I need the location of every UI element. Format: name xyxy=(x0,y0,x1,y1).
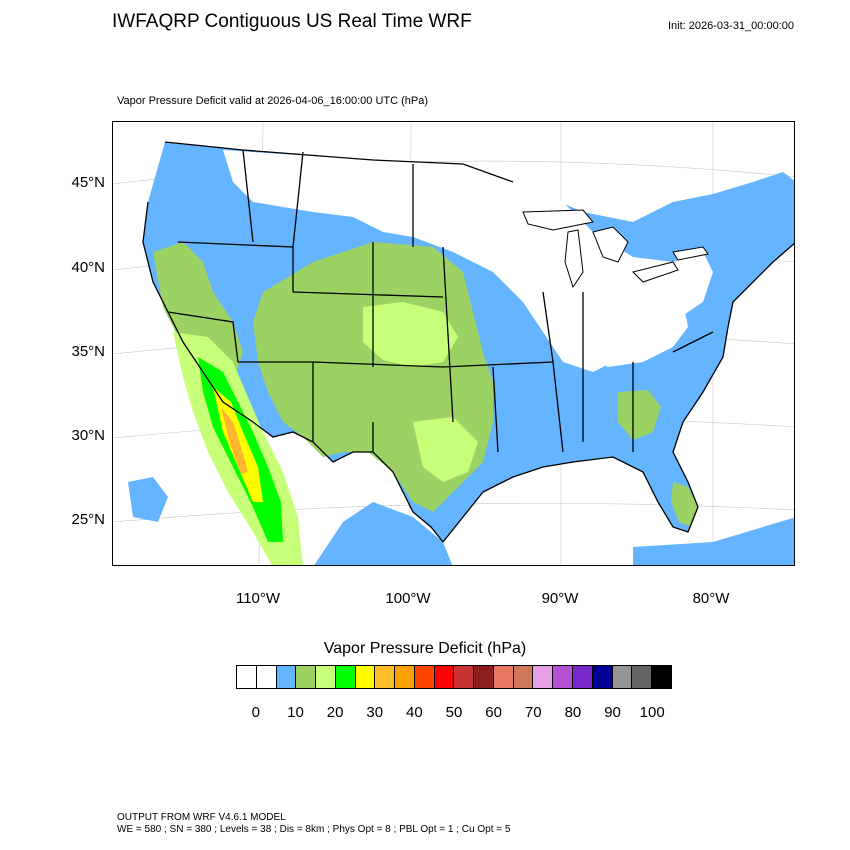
colorbar-tick-label: 50 xyxy=(445,704,463,721)
colorbar-box xyxy=(256,666,277,688)
colorbar-box xyxy=(434,666,455,688)
colorbar-box xyxy=(513,666,534,688)
footer-config-line: WE = 580 ; SN = 380 ; Levels = 38 ; Dis … xyxy=(117,824,511,835)
region-olive-florida xyxy=(671,482,698,527)
colorbar xyxy=(236,665,672,689)
colorbar-box xyxy=(395,666,415,688)
colorbar-box xyxy=(454,666,475,688)
region-orange-desert xyxy=(221,407,248,474)
lat-label-30: 30°N xyxy=(71,427,105,444)
map-panel xyxy=(112,121,795,566)
colorbar-tick-label: 20 xyxy=(326,704,344,721)
colorbar-tick-label: 60 xyxy=(485,704,502,721)
colorbar-box xyxy=(612,666,633,688)
colorbar-title: Vapor Pressure Deficit (hPa) xyxy=(323,640,527,657)
lat-label-40: 40°N xyxy=(71,259,105,276)
region-olive-southeast xyxy=(618,390,661,440)
colorbar-box xyxy=(652,666,671,688)
great-lakes xyxy=(522,209,709,289)
colorbar-box xyxy=(493,666,514,688)
colorbar-box xyxy=(276,666,297,688)
region-lightgreen-kansas xyxy=(363,302,458,367)
colorbar-tick-label: 10 xyxy=(287,704,304,721)
lat-label-35: 35°N xyxy=(71,343,105,360)
borders xyxy=(142,141,794,543)
colorbar-box xyxy=(573,666,593,688)
vpd-map xyxy=(113,122,794,565)
colorbar-tick-label: 0 xyxy=(251,704,260,721)
colorbar-box xyxy=(632,666,653,688)
region-caribbean-blue xyxy=(633,517,794,565)
colorbar-tick-label: 40 xyxy=(406,704,423,721)
main-title: IWFAQRP Contiguous US Real Time WRF xyxy=(112,11,472,32)
colorbar-box xyxy=(414,666,435,688)
colorbar-box xyxy=(553,666,574,688)
colorbar-tick-label: 90 xyxy=(604,704,621,721)
colorbar-box xyxy=(335,666,356,688)
lat-label-45: 45°N xyxy=(71,174,105,191)
colorbar-box xyxy=(316,666,336,688)
lon-label-110: 110°W xyxy=(235,590,281,607)
init-time: Init: 2026-03-31_00:00:00 xyxy=(668,20,794,32)
colorbar-box xyxy=(296,666,317,688)
colorbar-box xyxy=(592,666,613,688)
footer-model-line: OUTPUT FROM WRF V4.6.1 MODEL xyxy=(117,812,286,823)
colorbar-box xyxy=(474,666,494,688)
lat-label-25: 25°N xyxy=(71,511,105,528)
colorbar-box xyxy=(533,666,554,688)
lon-label-100: 100°W xyxy=(385,590,431,607)
plot-subtitle: Vapor Pressure Deficit valid at 2026-04-… xyxy=(117,95,429,107)
region-mexico-blue xyxy=(314,502,453,565)
colorbar-tick-label: 30 xyxy=(366,704,384,721)
lon-label-90: 90°W xyxy=(541,590,579,607)
colorbar-box xyxy=(237,666,257,688)
colorbar-box xyxy=(375,666,396,688)
colorbar-box xyxy=(355,666,376,688)
colorbar-tick-label: 80 xyxy=(564,704,582,721)
colorbar-tick-label: 70 xyxy=(524,704,542,721)
region-lightgreen-texas xyxy=(413,417,478,482)
region-baja-blue xyxy=(128,477,168,522)
lon-label-80: 80°W xyxy=(692,590,730,607)
region-white-ohio xyxy=(573,287,688,367)
colorbar-tick-label: 100 xyxy=(639,704,665,721)
